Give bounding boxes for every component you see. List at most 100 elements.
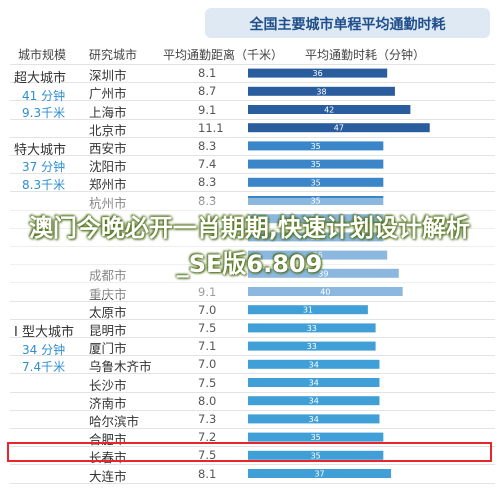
row-separator [10, 136, 495, 138]
time-bar [248, 214, 384, 224]
row-separator [10, 300, 495, 302]
city-name: 昆明市 [89, 322, 127, 338]
highlight-box [7, 442, 492, 462]
tier-km-extra-large: 8.3千米 [22, 178, 66, 192]
overlay-banner [0, 198, 499, 298]
tier-minutes-type-one: 34 分钟 [22, 343, 66, 357]
chart-title-banner: 全国主要城市单程平均通勤时耗 [205, 8, 490, 38]
distance-value: 8.3 [198, 193, 217, 208]
row-separator [10, 282, 495, 284]
row-separator [10, 64, 495, 65]
time-bar-label: 40 [320, 288, 330, 297]
city-name: 大连市 [89, 468, 127, 484]
city-name: 长沙市 [89, 377, 127, 393]
time-bar-label: 35 [311, 451, 321, 460]
city-name: 西安市 [89, 140, 127, 156]
time-bar-label: 35 [311, 197, 321, 206]
time-bar-label: 35 [311, 160, 321, 169]
time-bar [248, 196, 384, 205]
time-bar [248, 268, 399, 278]
time-bar-label: 35 [311, 433, 321, 442]
time-bar-label: 34 [309, 379, 319, 388]
row-separator [10, 337, 495, 338]
city-name: 哈尔滨市 [89, 413, 140, 429]
tier-name-extra-large: 特大城市 [14, 143, 67, 158]
time-bar [248, 68, 388, 78]
time-bar-label: 34 [309, 397, 319, 406]
distance-value: 7.0 [198, 302, 217, 317]
distance-value: 7.4 [198, 157, 217, 172]
city-name: 郑州市 [89, 177, 127, 193]
time-bar-label: 36 [313, 251, 323, 260]
row-separator [10, 191, 495, 193]
column-header-tier: 城市规模 [18, 48, 67, 62]
city-name: 北京市 [89, 122, 127, 138]
time-bar [248, 469, 392, 478]
time-bar [248, 305, 368, 315]
time-bar [248, 359, 380, 369]
row-separator [10, 409, 495, 411]
city-name: 杭州市 [89, 195, 127, 211]
row-separator [10, 355, 495, 357]
time-bar [248, 105, 411, 114]
distance-value: 7.3 [198, 411, 217, 426]
city-name: 上海市 [89, 104, 127, 120]
time-bar [248, 123, 430, 133]
city-name: 厦门市 [89, 341, 127, 357]
city-name: 广州市 [89, 86, 127, 102]
distance-value: 9.1 [198, 102, 217, 117]
row-separator [10, 464, 495, 466]
distance-value: 7.5 [198, 448, 217, 463]
time-bar [248, 323, 376, 333]
tier-minutes-extra-large: 37 分钟 [22, 160, 66, 174]
tier-minutes-super-large: 41 分钟 [22, 89, 66, 103]
distance-value: 7.5 [198, 375, 217, 390]
distance-value: 8.7 [198, 84, 217, 99]
row-separator [10, 173, 495, 175]
time-bar-label: 34 [309, 415, 319, 424]
time-bar-label: 42 [324, 106, 334, 115]
column-header-time: 平均通勤时耗（分钟） [305, 48, 426, 62]
row-separator [10, 446, 495, 448]
row-separator [10, 209, 495, 211]
time-bar [248, 250, 388, 260]
city-name: 太原市 [89, 304, 127, 320]
row-separator [10, 264, 495, 266]
time-bar [248, 177, 384, 187]
distance-value: 7.5 [198, 320, 217, 335]
city-name: 沈阳市 [89, 159, 127, 175]
time-bar-label: 38 [316, 87, 326, 96]
time-bar [248, 432, 384, 442]
column-header-distance: 平均通勤距离（千米） [163, 48, 284, 62]
row-separator [10, 246, 495, 247]
city-name: 成都市 [89, 268, 127, 284]
time-bar [248, 396, 380, 406]
row-separator [10, 155, 495, 156]
distance-value: 8.3 [198, 138, 217, 153]
time-bar-label: 35 [311, 233, 321, 242]
time-bar-label: 36 [313, 69, 323, 78]
distance-value: 7.0 [198, 357, 217, 372]
distance-value: 9.1 [198, 284, 217, 299]
distance-value: 7.1 [198, 339, 217, 354]
time-bar-label: 35 [311, 178, 321, 187]
city-name: 深圳市 [89, 68, 127, 84]
row-separator [10, 82, 495, 84]
time-bar-label: 33 [307, 324, 317, 333]
row-separator [10, 227, 495, 229]
time-bar-label: 31 [303, 306, 313, 315]
time-bar-label: 35 [311, 142, 321, 151]
time-bar-label: 39 [318, 269, 328, 278]
time-bar [248, 341, 376, 351]
time-bar [248, 287, 403, 296]
row-separator [10, 391, 495, 393]
city-name: 重庆市 [89, 286, 127, 302]
time-bar [248, 450, 384, 460]
distance-value: 7.2 [198, 430, 217, 445]
city-name: 乌鲁木齐市 [89, 359, 152, 375]
distance-value: 8.1 [198, 466, 217, 481]
row-separator [10, 318, 495, 320]
time-bar [248, 414, 380, 424]
row-separator [10, 373, 495, 375]
